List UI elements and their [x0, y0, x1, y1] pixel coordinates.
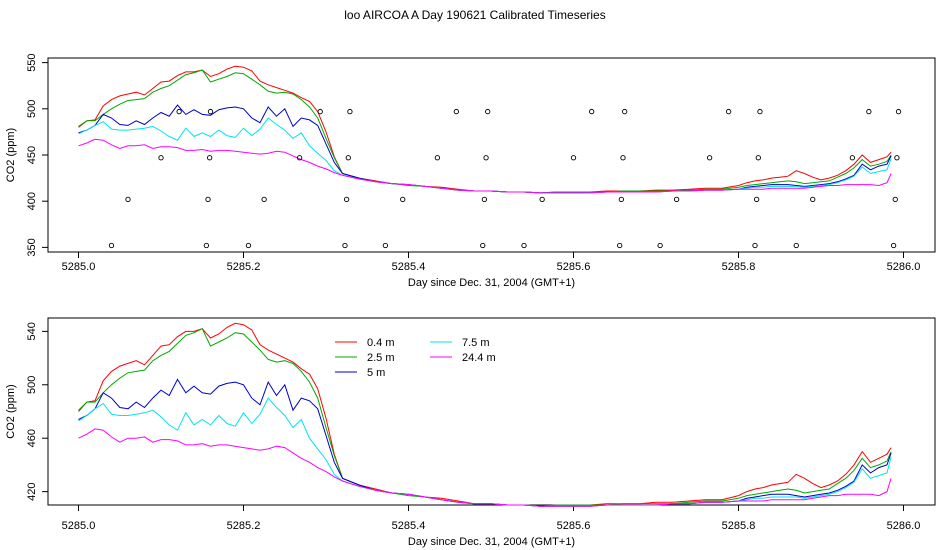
data-point	[158, 155, 164, 161]
x-tick-label: 5285.4	[392, 261, 426, 273]
data-point	[434, 155, 441, 161]
x-tick-label: 5285.2	[227, 261, 261, 273]
y-tick-label: 500	[26, 100, 38, 118]
series-line-5-m	[78, 104, 892, 194]
y-axis-label: CO2 (ppm)	[5, 128, 17, 182]
x-tick-label: 5285.8	[722, 261, 756, 273]
data-point	[810, 196, 816, 202]
data-point	[620, 155, 626, 161]
data-point	[261, 196, 267, 202]
data-point	[521, 242, 527, 249]
data-point	[617, 242, 623, 249]
data-point	[622, 108, 628, 115]
chart-title: loo AIRCOA A Day 190621 Calibrated Times…	[344, 8, 606, 22]
legend-label: 7.5 m	[462, 337, 490, 349]
data-point	[657, 242, 663, 249]
x-tick-label: 5285.2	[227, 520, 261, 532]
series-line-24-4-m	[78, 428, 892, 507]
plot-frame	[47, 57, 936, 253]
y-tick-label: 420	[26, 482, 38, 500]
data-point	[752, 242, 758, 249]
series-line-2-5-m	[78, 69, 892, 194]
series-line-0-4-m	[78, 65, 892, 194]
data-point	[481, 196, 488, 202]
x-tick-label: 5285.6	[557, 520, 591, 532]
data-point	[203, 242, 210, 249]
data-point	[539, 196, 545, 202]
x-tick-label: 5285.6	[557, 261, 591, 273]
y-tick-label: 460	[26, 429, 38, 447]
data-point	[205, 196, 211, 202]
data-point	[895, 108, 902, 115]
data-point	[894, 155, 900, 161]
data-point	[706, 155, 713, 161]
legend-label: 2.5 m	[367, 352, 395, 364]
x-axis-label: Day since Dec. 31, 2004 (GMT+1)	[408, 536, 575, 548]
data-point	[890, 242, 897, 249]
y-tick-label: 450	[26, 146, 38, 164]
bottom-panel: 5285.0 5285.2 5285.4 5285.6 5285.8 5286.0 420 4…	[5, 317, 936, 548]
data-point	[125, 196, 131, 202]
data-point	[618, 196, 624, 202]
y-tick-label: 400	[26, 192, 38, 210]
series-line-7-5-m	[78, 397, 892, 507]
data-point	[673, 196, 680, 202]
data-point	[725, 108, 732, 115]
data-point	[480, 242, 486, 249]
y-tick-label: 500	[26, 376, 38, 394]
data-point	[347, 108, 353, 115]
data-point	[345, 155, 351, 161]
data-point	[296, 155, 303, 161]
data-point	[453, 108, 459, 115]
data-point	[207, 155, 213, 161]
legend-label: 24.4 m	[462, 352, 496, 364]
data-point	[892, 196, 898, 202]
data-point	[485, 108, 491, 115]
data-point	[589, 108, 595, 115]
data-point	[570, 155, 577, 161]
data-point	[343, 196, 350, 202]
top-panel: 5285.0 5285.2 5285.4 5285.6 5285.8 5286.0 350 4…	[5, 53, 936, 289]
y-tick-label: 550	[26, 53, 38, 71]
data-point	[342, 242, 348, 249]
data-point	[207, 108, 214, 115]
data-point	[108, 242, 115, 249]
data-point	[483, 155, 489, 161]
series-line-5-m	[78, 378, 892, 507]
data-point	[849, 155, 855, 161]
y-tick-label: 540	[26, 322, 38, 340]
y-axis-label: CO2 (ppm)	[5, 384, 17, 438]
legend-label: 5 m	[367, 367, 385, 379]
x-tick-label: 5285.8	[722, 520, 756, 532]
data-point	[866, 108, 872, 115]
data-point	[176, 108, 182, 115]
data-point	[757, 108, 763, 115]
series-line-0-4-m	[78, 322, 892, 507]
data-point	[382, 242, 389, 249]
data-point	[245, 242, 252, 249]
x-tick-label: 5285.4	[392, 520, 426, 532]
x-tick-label: 5285.0	[62, 520, 96, 532]
data-point	[317, 108, 323, 115]
legend-label: 0.4 m	[367, 337, 395, 349]
plot-frame	[47, 317, 936, 506]
x-tick-label: 5286.0	[887, 261, 921, 273]
x-tick-label: 5285.0	[62, 261, 96, 273]
data-point	[793, 242, 799, 249]
data-point	[400, 196, 406, 202]
series-line-24-4-m	[78, 138, 892, 194]
x-tick-label: 5286.0	[887, 520, 921, 532]
data-point	[755, 155, 761, 161]
x-axis-label: Day since Dec. 31, 2004 (GMT+1)	[408, 277, 575, 289]
data-point	[754, 196, 760, 202]
y-tick-label: 350	[26, 238, 38, 256]
